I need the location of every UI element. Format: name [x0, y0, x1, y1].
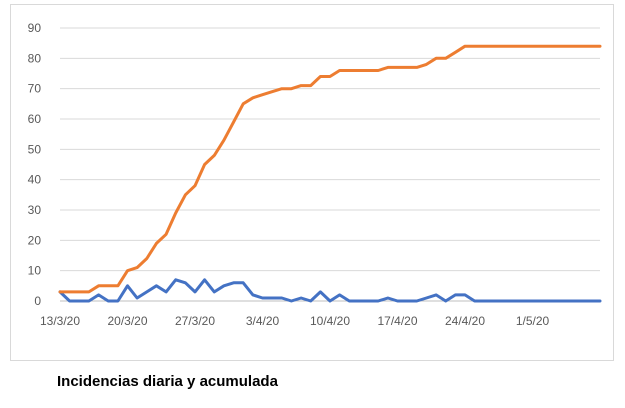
x-axis-tick-labels: 13/3/20 20/3/20 27/3/20 3/4/20 10/4/20 17/4/2…	[40, 314, 550, 328]
chart-area: 0 10 20 30 40 50 60 70 80 90 13/3/20 20/3/20 27/3/2…	[10, 4, 614, 361]
x-tick-label: 10/4/20	[310, 314, 350, 328]
y-tick-label: 20	[28, 233, 42, 247]
y-tick-label: 80	[28, 51, 42, 65]
y-axis-tick-labels: 0 10 20 30 40 50 60 70 80 90	[28, 21, 42, 308]
y-tick-label: 0	[34, 294, 41, 308]
y-tick-label: 50	[28, 142, 42, 156]
y-tick-label: 60	[28, 112, 42, 126]
y-tick-label: 10	[28, 264, 42, 278]
x-tick-label: 27/3/20	[175, 314, 215, 328]
x-tick-label: 24/4/20	[445, 314, 485, 328]
chart-caption: Incidencias diaria y acumulada	[57, 373, 278, 390]
series-line-2	[58, 44, 602, 294]
y-tick-label: 90	[28, 21, 42, 35]
x-tick-label: 17/4/20	[377, 314, 417, 328]
gridlines	[60, 27, 600, 272]
x-tick-label: 1/5/20	[516, 314, 550, 328]
y-tick-label: 70	[28, 82, 42, 96]
y-tick-label: 40	[28, 173, 42, 187]
x-tick-label: 20/3/20	[107, 314, 147, 328]
x-tick-label: 3/4/20	[246, 314, 280, 328]
x-tick-label: 13/3/20	[40, 314, 80, 328]
line-chart: 0 10 20 30 40 50 60 70 80 90 13/3/20 20/3/20 27/3/2…	[28, 21, 602, 328]
y-tick-label: 30	[28, 203, 42, 217]
series-lines	[58, 44, 602, 303]
series-line-1	[58, 278, 602, 303]
